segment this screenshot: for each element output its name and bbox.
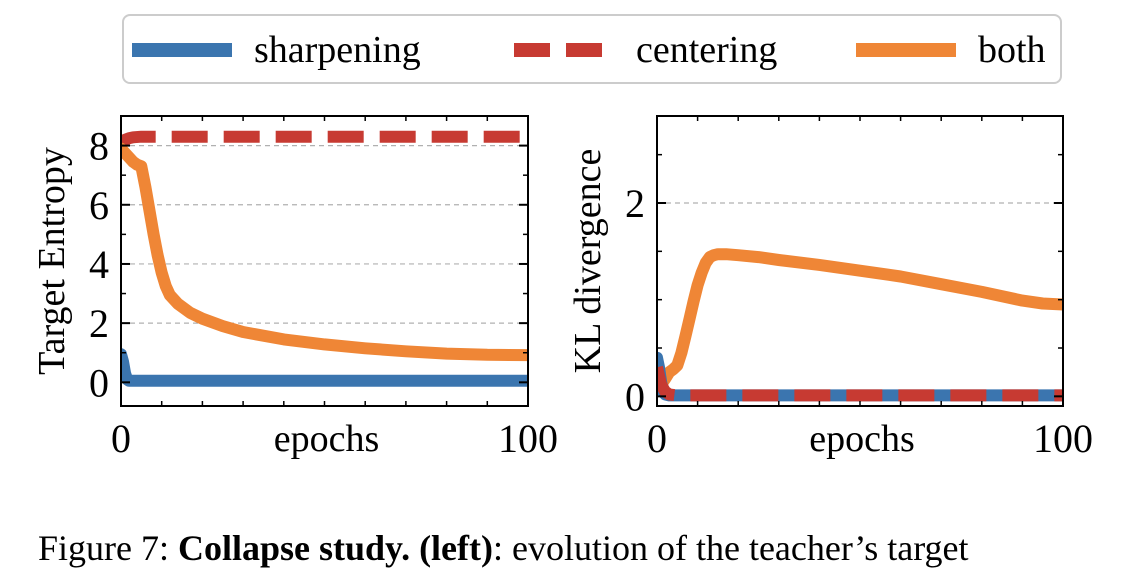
y-axis-label: Target Entropy (31, 147, 73, 375)
legend-item-centering: centering (514, 28, 777, 72)
xtick-label-0: 0 (111, 416, 131, 461)
caption-bold: Collapse study. (left) (178, 528, 493, 568)
plot-frame (120, 115, 529, 407)
legend-swatch-both (856, 43, 956, 57)
caption-rest: : evolution of the teacher’s target (493, 528, 969, 568)
series-line-sharpening (121, 348, 528, 387)
legend-label-sharpening: sharpening (254, 29, 421, 71)
chart-target-entropy: 0 2 4 6 8 0 100 epochs Target Entropy (31, 115, 558, 461)
xtick-label-100: 100 (1033, 416, 1093, 461)
x-axis-label: epochs (274, 418, 380, 460)
legend-swatch-centering (514, 43, 614, 57)
x-axis-label: epochs (809, 418, 915, 460)
ytick-label-2: 2 (625, 181, 645, 226)
legend-swatch-sharpening (132, 43, 232, 57)
caption-prefix: Figure 7: (38, 528, 178, 568)
y-axis-label: KL divergence (567, 149, 609, 374)
ytick-label-6: 6 (89, 183, 109, 228)
figure-charts: 0 2 4 6 8 0 100 epochs Target Entropy 0 2 0 100 epoc… (31, 115, 1093, 461)
ytick-label-0: 0 (625, 374, 645, 419)
plot-frame (656, 115, 1064, 407)
xtick-label-100: 100 (498, 416, 558, 461)
ytick-label-2: 2 (89, 301, 109, 346)
ytick-label-4: 4 (89, 242, 109, 287)
legend-item-sharpening: sharpening (132, 28, 421, 72)
ytick-label-0: 0 (89, 360, 109, 405)
series-line-both (657, 248, 1063, 395)
series-line-both (121, 142, 528, 362)
figure-caption: Figure 7: Collapse study. (left): evolut… (38, 526, 969, 570)
ytick-label-8: 8 (89, 124, 109, 169)
legend-label-both: both (978, 29, 1046, 71)
series-line-centering (657, 365, 1063, 402)
legend-label-centering: centering (636, 29, 778, 71)
chart-kl-divergence: 0 2 0 100 epochs KL divergence (567, 115, 1093, 461)
legend: sharpening centering both (122, 14, 1062, 84)
legend-item-both: both (856, 28, 1046, 72)
xtick-label-0: 0 (647, 416, 667, 461)
series-line-centering (121, 130, 528, 148)
